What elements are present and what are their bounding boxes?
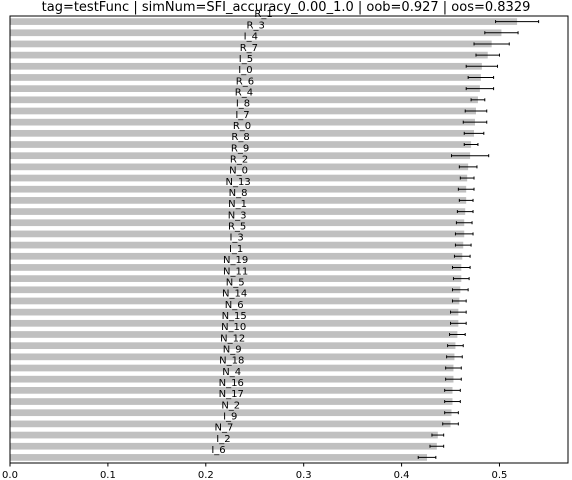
category-label-I_5: I_5: [239, 54, 253, 65]
bar-I_4: [10, 40, 492, 48]
category-label-I_8: I_8: [236, 99, 250, 110]
category-label-N_0: N_0: [229, 166, 248, 177]
category-label-R_7: R_7: [240, 43, 258, 54]
category-label-I_3: I_3: [229, 233, 243, 244]
category-label-N_6: N_6: [225, 300, 244, 311]
category-label-N_14: N_14: [222, 289, 247, 300]
bar-N_18: [10, 364, 454, 372]
bar-R_3: [10, 29, 502, 37]
bar-I_0: [10, 74, 481, 81]
bar-I_3: [10, 241, 464, 249]
x-tick-label-0.5: 0.5: [492, 470, 508, 480]
bar-R_4: [10, 96, 478, 104]
bar-I_7: [10, 118, 475, 126]
bar-N_3: [10, 219, 465, 227]
x-tick-label-0.2: 0.2: [198, 470, 214, 480]
category-label-N_10: N_10: [221, 322, 246, 333]
plot-frame: [9, 15, 569, 464]
bar-N_15: [10, 319, 459, 327]
category-label-N_5: N_5: [226, 277, 245, 288]
bar-N_0: [10, 174, 468, 182]
bar-N_6: [10, 308, 459, 316]
bar-N_16: [10, 387, 453, 394]
bar-N_1: [10, 208, 466, 215]
category-label-R_1: R_1: [254, 9, 272, 20]
category-label-N_19: N_19: [223, 255, 248, 266]
category-label-N_1: N_1: [228, 199, 247, 210]
category-label-R_5: R_5: [228, 222, 246, 233]
category-label-N_2: N_2: [221, 400, 240, 411]
category-label-R_4: R_4: [235, 87, 253, 98]
category-label-N_7: N_7: [214, 423, 233, 434]
bar-R_8: [10, 141, 472, 148]
bar-I_1: [10, 252, 463, 260]
x-tick-label-0.3: 0.3: [296, 470, 312, 480]
bar-N_7: [10, 431, 438, 439]
bar-N_9: [10, 353, 455, 361]
bar-R_1: [10, 18, 518, 25]
category-label-N_18: N_18: [219, 356, 244, 367]
category-label-N_15: N_15: [222, 311, 247, 322]
bar-N_8: [10, 197, 467, 204]
category-label-R_6: R_6: [236, 76, 254, 87]
bar-N_5: [10, 286, 461, 294]
category-label-N_13: N_13: [225, 177, 250, 188]
bar-N_19: [10, 264, 462, 271]
bar-N_10: [10, 331, 458, 338]
bar-I_6: [10, 454, 428, 461]
category-label-R_3: R_3: [247, 20, 265, 31]
bar-N_11: [10, 275, 462, 282]
bar-N_17: [10, 398, 453, 405]
x-tick-label-0.4: 0.4: [394, 470, 410, 480]
category-label-I_4: I_4: [244, 32, 258, 43]
x-tick-label-0.1: 0.1: [100, 470, 116, 480]
bar-N_14: [10, 297, 460, 305]
bar-R_7: [10, 51, 488, 59]
category-label-N_12: N_12: [220, 333, 245, 344]
category-label-N_16: N_16: [219, 378, 244, 389]
category-label-R_9: R_9: [231, 143, 249, 154]
category-label-N_17: N_17: [219, 389, 244, 400]
bar-N_13: [10, 185, 467, 193]
category-label-R_2: R_2: [230, 155, 248, 166]
category-label-R_8: R_8: [231, 132, 249, 143]
bar-R_5: [10, 230, 465, 238]
category-label-I_7: I_7: [235, 110, 249, 121]
bar-N_2: [10, 409, 452, 417]
bar-R_6: [10, 85, 480, 92]
category-label-N_9: N_9: [223, 344, 242, 355]
bar-N_4: [10, 375, 454, 383]
bar-I_2: [10, 442, 437, 450]
bar-R_9: [10, 152, 471, 160]
bar-R_0: [10, 129, 475, 137]
category-label-I_6: I_6: [211, 445, 225, 456]
bar-N_12: [10, 342, 456, 350]
chart-title: tag=testFunc | simNum=SFI_accuracy_0.00_…: [41, 0, 531, 15]
bar-I_9: [10, 420, 451, 428]
category-label-N_3: N_3: [228, 210, 247, 221]
bar-I_5: [10, 62, 482, 70]
category-label-I_0: I_0: [238, 65, 252, 76]
bar-I_8: [10, 107, 476, 115]
category-label-I_2: I_2: [216, 434, 230, 445]
category-label-I_1: I_1: [229, 244, 243, 255]
category-label-R_0: R_0: [233, 121, 251, 132]
category-label-N_11: N_11: [223, 266, 248, 277]
x-tick-label-0.0: 0.0: [2, 470, 18, 480]
bar-R_2: [10, 163, 469, 171]
category-label-N_8: N_8: [229, 188, 248, 199]
category-label-N_4: N_4: [222, 367, 241, 378]
category-label-I_9: I_9: [223, 412, 237, 423]
